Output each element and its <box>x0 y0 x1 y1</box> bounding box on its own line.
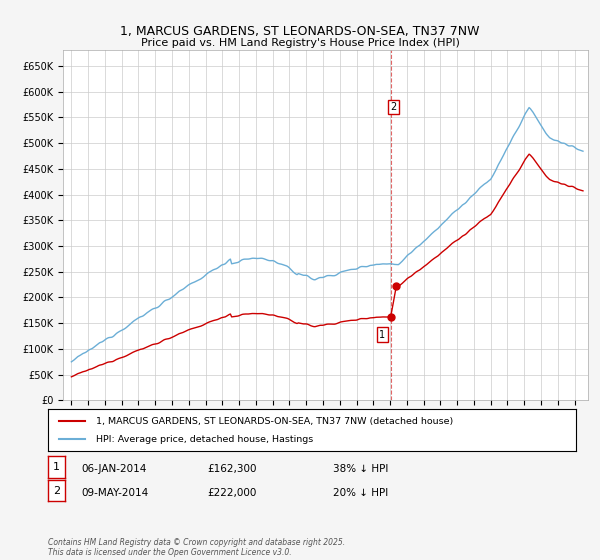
Text: 1, MARCUS GARDENS, ST LEONARDS-ON-SEA, TN37 7NW: 1, MARCUS GARDENS, ST LEONARDS-ON-SEA, T… <box>120 25 480 38</box>
Text: 09-MAY-2014: 09-MAY-2014 <box>81 488 148 498</box>
Text: Contains HM Land Registry data © Crown copyright and database right 2025.
This d: Contains HM Land Registry data © Crown c… <box>48 538 345 557</box>
Text: Price paid vs. HM Land Registry's House Price Index (HPI): Price paid vs. HM Land Registry's House … <box>140 38 460 48</box>
Text: 20% ↓ HPI: 20% ↓ HPI <box>333 488 388 498</box>
Text: 38% ↓ HPI: 38% ↓ HPI <box>333 464 388 474</box>
Text: £162,300: £162,300 <box>207 464 257 474</box>
Text: 2: 2 <box>390 102 397 112</box>
Text: £222,000: £222,000 <box>207 488 256 498</box>
Text: 06-JAN-2014: 06-JAN-2014 <box>81 464 146 474</box>
Text: 1: 1 <box>53 462 60 472</box>
Text: 2: 2 <box>53 486 60 496</box>
Text: 1: 1 <box>379 330 385 340</box>
Text: HPI: Average price, detached house, Hastings: HPI: Average price, detached house, Hast… <box>95 435 313 445</box>
Text: 1, MARCUS GARDENS, ST LEONARDS-ON-SEA, TN37 7NW (detached house): 1, MARCUS GARDENS, ST LEONARDS-ON-SEA, T… <box>95 417 453 426</box>
